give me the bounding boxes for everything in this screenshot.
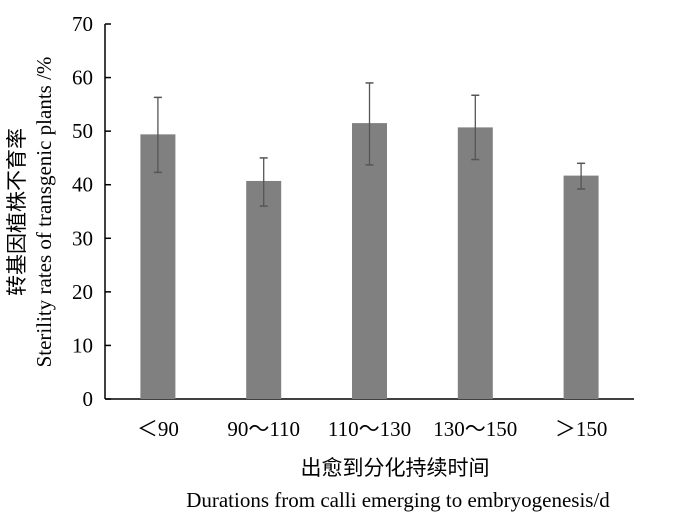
x-tick-label: ＜90 <box>137 417 179 441</box>
y-tick-label: 60 <box>72 66 93 90</box>
y-tick-label: 10 <box>72 333 93 357</box>
y-tick-label: 20 <box>72 280 93 304</box>
x-axis-label-cn: 出愈到分化持续时间 <box>301 456 490 480</box>
y-axis-label-en: Sterility rates of transgenic plants /% <box>32 57 56 368</box>
y-axis-label-cn: 转基因植株不育率 <box>5 128 29 296</box>
x-tick-label: 110～130 <box>328 417 411 441</box>
bar-3 <box>352 123 387 399</box>
bar-5 <box>563 175 599 399</box>
y-tick-label: 40 <box>72 173 93 197</box>
x-tick-labels: ＜90 90～110 110～130 130～150 ＞150 <box>137 417 607 441</box>
bar-1 <box>140 134 176 399</box>
x-tick-label: ＞150 <box>555 417 608 441</box>
x-axis-label-en: Durations from calli emerging to embryog… <box>186 488 610 512</box>
bar-2 <box>246 180 282 399</box>
y-tick-label: 70 <box>72 12 93 36</box>
error-bars <box>153 82 586 207</box>
bars <box>140 123 599 400</box>
y-tick-label: 50 <box>72 119 93 143</box>
y-tick-label: 0 <box>83 387 94 411</box>
x-tick-label: 130～150 <box>433 417 517 441</box>
bar-4 <box>457 127 493 400</box>
y-tick-labels: 0 10 20 30 40 50 60 70 <box>72 12 93 411</box>
x-tick-label: 90～110 <box>227 417 300 441</box>
y-tick-label: 30 <box>72 226 93 250</box>
